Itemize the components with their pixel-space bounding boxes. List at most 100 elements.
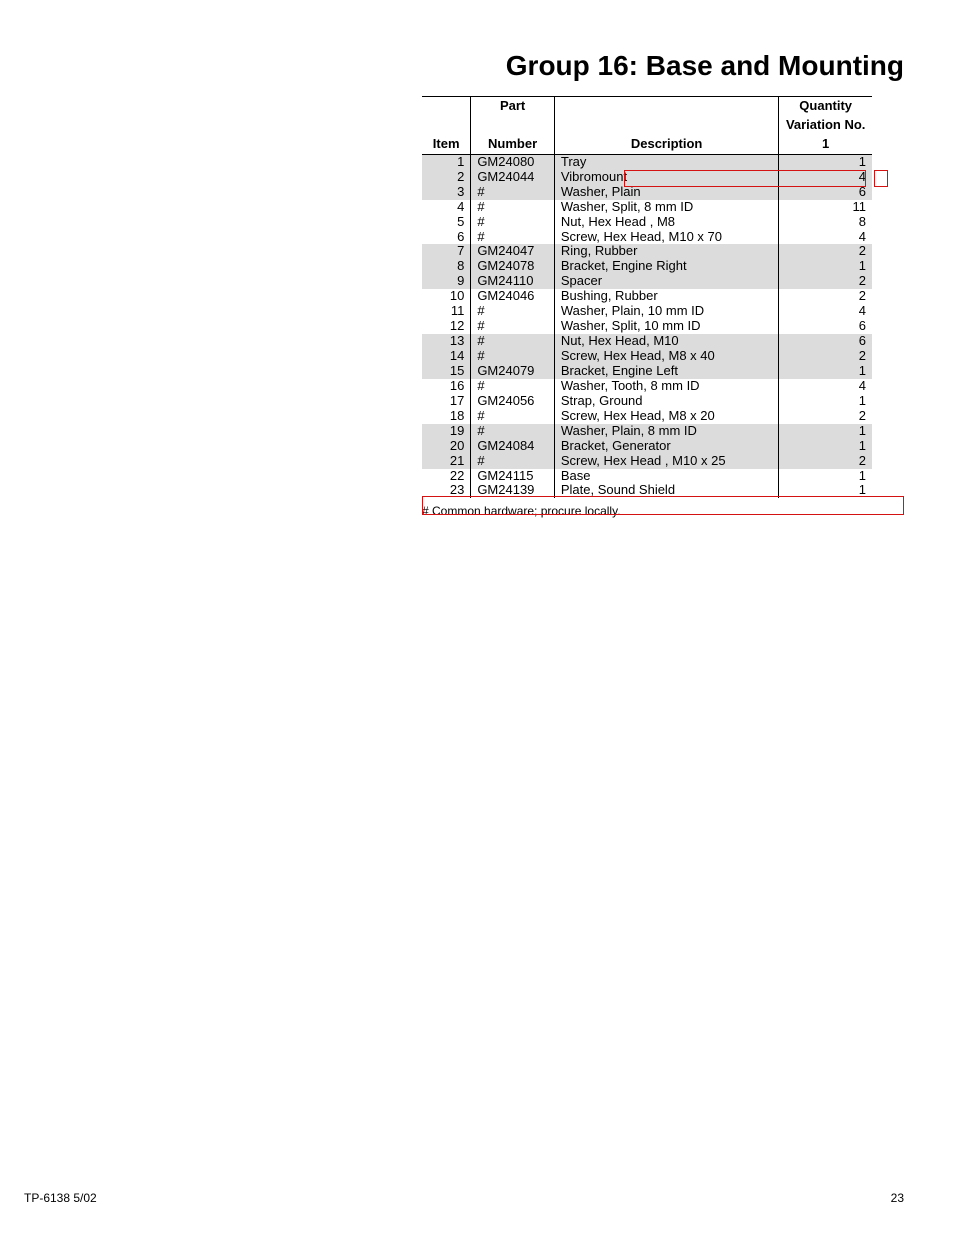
cell-part: GM24056 [471,394,555,409]
table-row: 14#Screw, Hex Head, M8 x 402 [422,349,872,364]
cell-desc: Screw, Hex Head, M8 x 20 [554,409,778,424]
cell-qty: 2 [779,454,872,469]
page: Group 16: Base and Mounting Item Part De… [50,50,904,1195]
cell-desc: Ring, Rubber [554,244,778,259]
cell-qty: 1 [779,364,872,379]
cell-item: 17 [422,394,471,409]
cell-item: 13 [422,334,471,349]
cell-desc: Vibromount [554,170,778,185]
cell-item: 7 [422,244,471,259]
cell-desc: Nut, Hex Head , M8 [554,215,778,230]
cell-desc: Bushing, Rubber [554,289,778,304]
cell-item: 21 [422,454,471,469]
table-row: 9GM24110Spacer2 [422,274,872,289]
table-row: 3#Washer, Plain6 [422,185,872,200]
cell-qty: 1 [779,154,872,169]
cell-part: GM24044 [471,170,555,185]
cell-part: GM24046 [471,289,555,304]
cell-part: # [471,319,555,334]
cell-item: 1 [422,154,471,169]
cell-part: # [471,200,555,215]
cell-qty: 1 [779,394,872,409]
cell-part: GM24084 [471,439,555,454]
table-row: 19#Washer, Plain, 8 mm ID1 [422,424,872,439]
cell-desc: Bracket, Engine Right [554,259,778,274]
cell-part: GM24115 [471,469,555,484]
parts-table-wrap: Item Part Description Quantity Number Va… [422,96,904,498]
cell-item: 15 [422,364,471,379]
cell-item: 14 [422,349,471,364]
cell-qty: 1 [779,259,872,274]
table-row: 2GM24044Vibromount4 [422,170,872,185]
cell-qty: 1 [779,439,872,454]
cell-part: GM24047 [471,244,555,259]
cell-desc: Washer, Plain, 8 mm ID [554,424,778,439]
col-part-header-bot: Number [471,116,555,154]
cell-qty: 4 [779,304,872,319]
cell-part: GM24079 [471,364,555,379]
cell-desc: Spacer [554,274,778,289]
footer-left: TP-6138 5/02 [24,1191,97,1205]
cell-part: # [471,215,555,230]
cell-qty: 6 [779,319,872,334]
cell-part: # [471,349,555,364]
table-row: 15GM24079Bracket, Engine Left1 [422,364,872,379]
cell-desc: Bracket, Engine Left [554,364,778,379]
cell-item: 23 [422,483,471,498]
cell-part: # [471,409,555,424]
parts-table: Item Part Description Quantity Number Va… [422,96,872,498]
cell-item: 18 [422,409,471,424]
cell-item: 9 [422,274,471,289]
cell-item: 10 [422,289,471,304]
cell-item: 2 [422,170,471,185]
cell-part: # [471,454,555,469]
table-row: 18#Screw, Hex Head, M8 x 202 [422,409,872,424]
cell-part: # [471,334,555,349]
cell-desc: Nut, Hex Head, M10 [554,334,778,349]
cell-qty: 2 [779,409,872,424]
cell-item: 6 [422,230,471,245]
table-row: 8GM24078Bracket, Engine Right1 [422,259,872,274]
cell-desc: Washer, Plain [554,185,778,200]
cell-qty: 1 [779,424,872,439]
cell-qty: 2 [779,349,872,364]
cell-part: # [471,230,555,245]
table-row: 13#Nut, Hex Head, M106 [422,334,872,349]
cell-item: 20 [422,439,471,454]
table-header: Item Part Description Quantity Number Va… [422,97,872,155]
cell-item: 16 [422,379,471,394]
page-title: Group 16: Base and Mounting [50,50,904,82]
cell-qty: 2 [779,274,872,289]
footnote: # Common hardware; procure locally. [422,504,904,518]
cell-desc: Tray [554,154,778,169]
cell-part: GM24080 [471,154,555,169]
cell-qty: 11 [779,200,872,215]
cell-item: 5 [422,215,471,230]
cell-qty: 8 [779,215,872,230]
cell-qty: 1 [779,469,872,484]
table-row: 23GM24139Plate, Sound Shield1 [422,483,872,498]
table-row: 10GM24046Bushing, Rubber2 [422,289,872,304]
cell-desc: Screw, Hex Head, M8 x 40 [554,349,778,364]
cell-part: GM24139 [471,483,555,498]
col-qty-header-top: Quantity [779,97,872,116]
table-row: 6#Screw, Hex Head, M10 x 704 [422,230,872,245]
table-row: 22GM24115Base1 [422,469,872,484]
table-row: 1GM24080Tray1 [422,154,872,169]
cell-part: GM24078 [471,259,555,274]
table-row: 12#Washer, Split, 10 mm ID6 [422,319,872,334]
cell-part: # [471,304,555,319]
cell-qty: 4 [779,379,872,394]
cell-qty: 4 [779,170,872,185]
table-row: 7GM24047Ring, Rubber2 [422,244,872,259]
cell-qty: 1 [779,483,872,498]
cell-item: 22 [422,469,471,484]
table-row: 11#Washer, Plain, 10 mm ID4 [422,304,872,319]
table-row: 21#Screw, Hex Head , M10 x 252 [422,454,872,469]
table-row: 5#Nut, Hex Head , M88 [422,215,872,230]
table-body: 1GM24080Tray12GM24044Vibromount43#Washer… [422,154,872,498]
cell-qty: 2 [779,289,872,304]
cell-item: 8 [422,259,471,274]
cell-item: 12 [422,319,471,334]
cell-qty: 6 [779,185,872,200]
